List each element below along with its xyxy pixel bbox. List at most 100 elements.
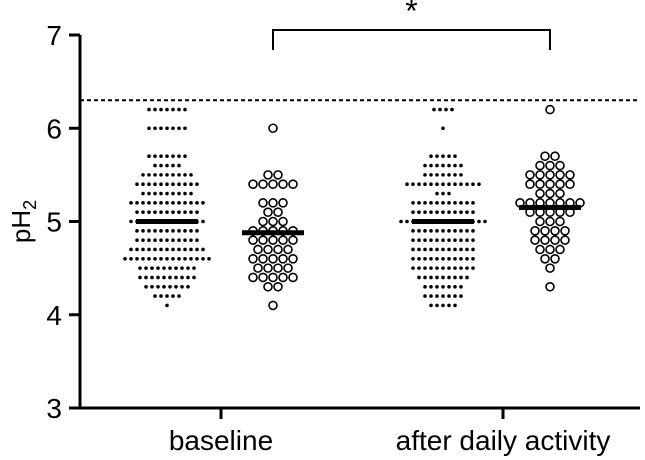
data-point-filled bbox=[423, 238, 427, 242]
data-point-filled bbox=[459, 238, 463, 242]
data-point-filled bbox=[453, 257, 457, 261]
data-point-filled bbox=[165, 294, 169, 298]
data-point-filled bbox=[171, 247, 175, 252]
data-point-open bbox=[540, 226, 550, 236]
data-point-filled bbox=[129, 257, 133, 261]
data-point-filled bbox=[153, 229, 157, 233]
data-point-open bbox=[268, 123, 278, 134]
data-point-filled bbox=[441, 294, 445, 298]
data-point-filled bbox=[471, 247, 475, 252]
data-point-filled bbox=[441, 173, 445, 177]
data-point-filled bbox=[195, 201, 199, 205]
data-point-filled bbox=[183, 191, 187, 196]
data-point-filled bbox=[183, 210, 187, 214]
data-point-filled bbox=[423, 284, 427, 289]
data-point-filled bbox=[186, 275, 190, 280]
data-point-filled bbox=[177, 247, 181, 252]
data-point-filled bbox=[165, 229, 169, 233]
data-point-filled bbox=[417, 182, 421, 186]
data-point-filled bbox=[423, 294, 427, 298]
data-point-open bbox=[550, 235, 560, 245]
data-point-filled bbox=[207, 257, 211, 261]
data-point-filled bbox=[477, 219, 481, 224]
data-point-open bbox=[525, 170, 535, 180]
data-point-filled bbox=[177, 210, 181, 214]
data-point-filled bbox=[168, 284, 172, 289]
data-point-open bbox=[278, 235, 288, 245]
data-point-filled bbox=[459, 182, 463, 186]
data-point-open bbox=[540, 253, 550, 264]
y-axis-label-main: pH bbox=[6, 210, 36, 243]
data-point-filled bbox=[447, 154, 451, 159]
data-point-open bbox=[253, 263, 263, 273]
data-point-filled bbox=[441, 247, 445, 252]
data-point-filled bbox=[459, 210, 463, 214]
data-point-open bbox=[258, 179, 268, 189]
y-tick-label: 4 bbox=[46, 300, 62, 331]
data-point-filled bbox=[165, 303, 169, 308]
data-point-open bbox=[545, 244, 555, 255]
data-point-filled bbox=[441, 126, 445, 131]
data-point-open bbox=[273, 244, 283, 255]
data-point-open bbox=[278, 179, 288, 189]
data-point-filled bbox=[141, 257, 145, 261]
data-point-filled bbox=[180, 275, 184, 280]
data-point-open bbox=[525, 179, 535, 189]
data-point-filled bbox=[171, 107, 175, 112]
data-point-open bbox=[555, 244, 565, 255]
data-point-filled bbox=[435, 201, 439, 205]
data-point-open bbox=[273, 281, 283, 292]
data-point-filled bbox=[189, 257, 193, 261]
data-point-open bbox=[535, 170, 545, 180]
data-point-filled bbox=[123, 257, 127, 261]
data-point-filled bbox=[435, 266, 439, 270]
data-point-filled bbox=[435, 191, 439, 196]
data-point-filled bbox=[453, 284, 457, 289]
data-point-filled bbox=[471, 201, 475, 205]
data-point-filled bbox=[153, 107, 157, 112]
data-point-filled bbox=[147, 126, 151, 131]
axes: 3 4 5 6 7 baseline after daily activity bbox=[46, 20, 640, 456]
data-point-open bbox=[535, 188, 545, 199]
data-point-filled bbox=[417, 229, 421, 233]
data-point-filled bbox=[435, 284, 439, 289]
data-point-filled bbox=[435, 173, 439, 177]
data-point-filled bbox=[162, 266, 166, 270]
data-point-filled bbox=[453, 238, 457, 242]
data-point-filled bbox=[147, 257, 151, 261]
data-point-filled bbox=[141, 173, 145, 177]
data-point-filled bbox=[165, 173, 169, 177]
data-point-filled bbox=[465, 257, 469, 261]
data-point-filled bbox=[183, 173, 187, 177]
data-point-filled bbox=[435, 238, 439, 242]
data-point-filled bbox=[447, 163, 451, 168]
data-point-open bbox=[545, 216, 555, 227]
data-point-open bbox=[268, 179, 278, 189]
data-point-filled bbox=[411, 247, 415, 252]
data-point-filled bbox=[459, 257, 463, 261]
data-point-filled bbox=[429, 163, 433, 168]
data-point-filled bbox=[441, 238, 445, 242]
data-point-open bbox=[550, 151, 560, 162]
data-point-filled bbox=[144, 275, 148, 280]
data-point-filled bbox=[159, 154, 163, 159]
data-point-open bbox=[555, 179, 565, 189]
data-point-filled bbox=[159, 163, 163, 168]
data-point-filled bbox=[435, 163, 439, 168]
data-point-filled bbox=[177, 182, 181, 186]
data-point-filled bbox=[471, 238, 475, 242]
data-point-filled bbox=[201, 219, 205, 224]
data-point-filled bbox=[465, 210, 469, 214]
data-point-filled bbox=[156, 275, 160, 280]
data-point-filled bbox=[153, 257, 157, 261]
data-point-open bbox=[248, 235, 258, 245]
data-point-open bbox=[530, 235, 540, 245]
y-tick-label: 5 bbox=[46, 207, 62, 238]
data-point-filled bbox=[180, 284, 184, 289]
data-point-filled bbox=[153, 154, 157, 159]
data-point-open bbox=[560, 226, 570, 236]
data-point-filled bbox=[147, 173, 151, 177]
y-axis-label-subscript: 2 bbox=[20, 200, 40, 210]
data-point-filled bbox=[189, 201, 193, 205]
data-point-filled bbox=[141, 201, 145, 205]
